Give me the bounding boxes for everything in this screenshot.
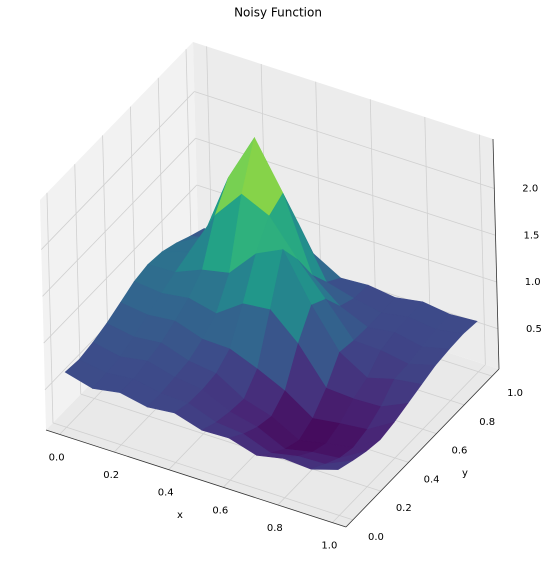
grid-line: [478, 134, 486, 365]
y-tick-label: 0.2: [396, 503, 412, 514]
x-tick-label: 0.6: [212, 505, 228, 516]
surface-patch: [310, 460, 353, 470]
labels: Noisy Function x y 0.0 0.2 0.4 0.6 0.8 1.0 0.0…: [49, 6, 542, 552]
grid-line: [74, 164, 82, 395]
y-tick-label: 0.4: [424, 474, 440, 485]
x-axis-label: x: [177, 510, 183, 521]
axis-line: [45, 429, 347, 528]
surface: [64, 136, 478, 470]
x-tick-label: 0.8: [267, 523, 283, 534]
axis-line: [492, 138, 500, 370]
z-tick-label: 2.0: [522, 184, 538, 195]
grid-line: [194, 91, 495, 189]
y-tick-label: 0.0: [368, 532, 384, 543]
z-tick-label: 1.5: [524, 230, 540, 241]
y-tick-label: 1.0: [507, 388, 523, 399]
grid-line: [52, 422, 354, 521]
grid-line: [42, 138, 196, 297]
grid-line: [80, 393, 381, 492]
grid-line: [332, 364, 486, 523]
grid-line: [46, 192, 54, 423]
x-tick-label: 0.4: [158, 488, 174, 499]
grid-line: [41, 91, 195, 250]
y-tick-label: 0.8: [479, 417, 495, 428]
y-tick-label: 0.6: [451, 446, 467, 457]
y-axis-label: y: [462, 468, 468, 479]
z-tick-label: 1.0: [525, 277, 541, 288]
x-tick-label: 0.2: [103, 470, 119, 481]
grid-line: [43, 184, 198, 344]
z-tick-label: 0.5: [526, 324, 542, 335]
x-tick-label: 0.0: [49, 452, 65, 463]
x-tick-label: 1.0: [321, 541, 337, 552]
left-pane: [40, 42, 199, 430]
chart-title: Noisy Function: [234, 6, 322, 20]
axis-line: [345, 368, 500, 528]
